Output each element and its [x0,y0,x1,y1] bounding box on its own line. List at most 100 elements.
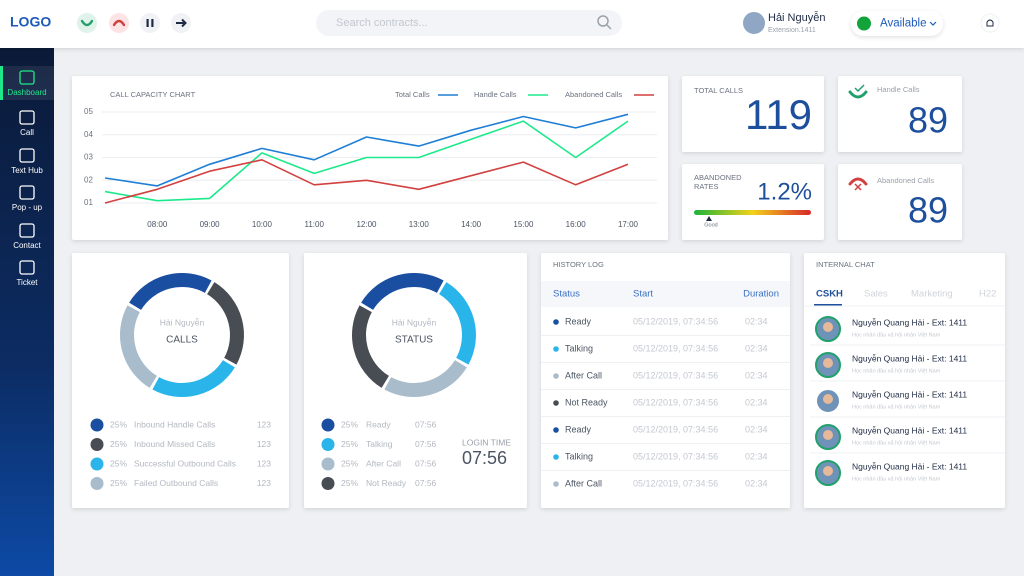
active-tab-underline [814,304,842,306]
chat-name: Nguyễn Quang Hải - Ext: 1411 [852,389,967,399]
logo: LOGO [10,14,51,30]
chat-tab[interactable]: Sales [864,289,888,300]
nav-icon[interactable] [19,148,35,163]
legend-percent: 25% [110,458,127,468]
column-header: Start [633,289,653,300]
legend-label: Failed Outbound Calls [134,478,218,488]
series-line [104,113,629,187]
row-duration: 02:34 [745,370,768,380]
legend-dot [321,477,335,490]
legend-count: 123 [257,439,271,449]
bell-icon [986,19,994,27]
donut-segment [206,282,244,365]
column-header: Duration [743,289,779,300]
legend-percent: 25% [341,439,358,449]
legend-dot [90,418,104,432]
panel-title: INTERNAL CHAT [816,260,875,269]
search-icon [597,15,609,27]
chat-tab[interactable]: CSKH [816,289,843,300]
donut-segment [152,359,235,397]
nav-icon[interactable] [19,110,35,125]
avatar-face [823,358,833,368]
chat-name: Nguyễn Quang Hải - Ext: 1411 [852,425,967,435]
chevron [929,21,937,26]
legend-label: Talking [366,439,393,449]
donut-segment [361,273,444,311]
cross-icon [854,183,862,191]
chat-name: Nguyễn Quang Hải - Ext: 1411 [852,461,967,471]
gauge-label: Good [704,222,717,228]
phone-icon [80,19,94,27]
row-start: 05/12/2019, 07:34:56 [633,397,718,407]
pause-icon [151,19,154,27]
stat-card [682,164,824,240]
stat-card [682,76,824,152]
legend-label: Inbound Handle Calls [134,419,215,429]
legend-dot [90,438,104,451]
donut-segment [129,273,212,311]
stat-value: 89 [908,100,948,141]
legend-time: 07:56 [415,478,437,488]
avatar-face [823,430,833,440]
login-time-value: 07:56 [462,448,507,468]
abandoned-icon [848,177,868,186]
column-header: Status [553,289,580,300]
toolbar-button[interactable] [109,13,129,33]
toolbar-button[interactable] [140,13,160,33]
x-tick-label: 15:00 [513,220,534,229]
y-tick-label: 05 [84,107,93,116]
stat-value: 89 [908,190,948,231]
nav-icon[interactable] [19,223,35,238]
legend-count: 123 [257,478,271,488]
gauge-bar [694,210,811,215]
donut-title: STATUS [395,335,433,346]
stat-value: 1.2% [757,178,812,205]
x-tick-label: 17:00 [618,220,639,229]
row-start: 05/12/2019, 07:34:56 [633,370,718,380]
status-dot [553,373,559,379]
status-pill[interactable] [851,11,943,36]
chat-tab[interactable]: Marketing [911,289,953,300]
chat-name: Nguyễn Quang Hải - Ext: 1411 [852,353,967,363]
panel-title: HISTORY LOG [553,260,604,269]
donut-segment [352,305,390,388]
chat-name: Nguyễn Quang Hải - Ext: 1411 [852,317,967,327]
x-tick-label: 14:00 [461,220,482,229]
x-tick-label: 12:00 [356,220,377,229]
stat-label: TOTAL CALLS [694,86,743,95]
toolbar-button[interactable] [77,13,97,33]
nav-icon[interactable] [19,185,35,200]
legend-dot [90,457,104,471]
avatar-face [823,466,833,476]
legend-percent: 25% [341,458,358,468]
table-header [541,281,790,307]
chat-tab[interactable]: H22 [979,289,996,300]
chat-text: Học nhân đầu xã hội nhân Việt Nam [852,368,941,374]
search-box[interactable] [316,10,622,36]
notification-button[interactable] [980,13,1000,33]
sidebar [0,48,54,576]
row-status: After Call [565,478,602,488]
legend-label: Not Ready [366,478,407,488]
check-icon [854,84,865,93]
nav-icon[interactable] [19,70,35,85]
nav-icon[interactable] [19,260,35,275]
donut-segment [384,359,467,397]
user-name: Hải Nguyễn [768,11,825,24]
legend-dot [321,457,335,471]
x-tick-label: 09:00 [200,220,221,229]
legend-count: 123 [257,458,271,468]
y-tick-label: 01 [84,198,93,207]
history-card [541,253,790,508]
status-dot [857,16,871,31]
legend-dot [321,438,335,451]
x-tick-label: 13:00 [409,220,430,229]
gauge-marker [706,216,712,221]
stat-card [838,76,962,152]
stat-label: Handle Calls [877,85,920,94]
legend-label: After Call [366,458,401,468]
y-tick-label: 02 [84,175,93,184]
row-status: Ready [565,316,592,326]
donut-name: Hải Nguyễn [392,317,437,327]
